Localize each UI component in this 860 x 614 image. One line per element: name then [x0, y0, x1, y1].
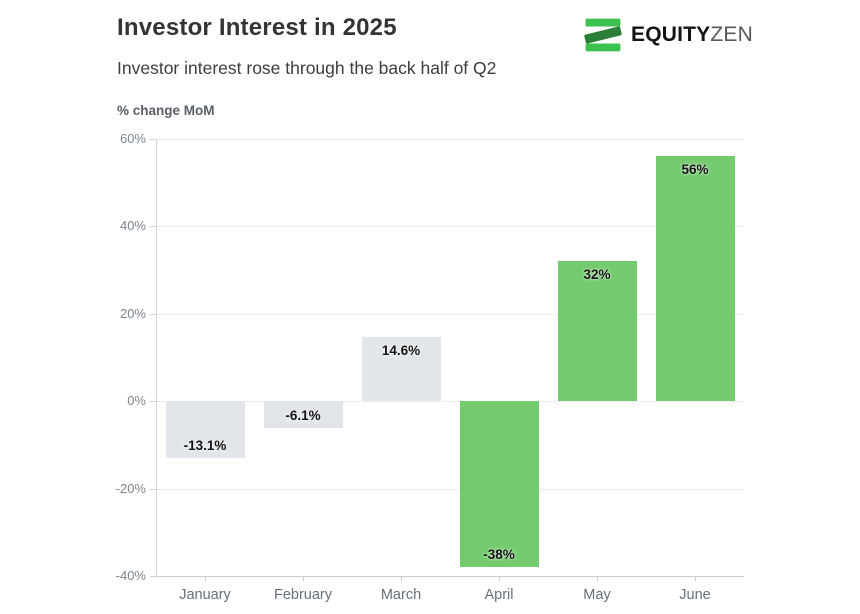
x-tick-label: January: [179, 587, 231, 603]
logo-text-zen: ZEN: [710, 23, 753, 46]
y-tick-label: 60%: [119, 131, 146, 146]
y-tick: [150, 401, 156, 403]
logo-text-equity: EQUITY: [631, 23, 711, 46]
y-tick-label: 40%: [119, 218, 146, 234]
x-tick-label: February: [273, 587, 333, 603]
x-tick: [499, 576, 500, 581]
bar-value-label: 14.6%: [381, 343, 421, 359]
x-tick-label: March: [380, 587, 422, 603]
gridline: [156, 488, 744, 490]
y-tick: [150, 139, 156, 140]
bar-may: [557, 261, 637, 402]
equityzen-logo-icon: [584, 16, 622, 54]
x-tick: [695, 576, 696, 581]
bar-june: [655, 156, 735, 402]
bar-value-label: -38%: [483, 547, 515, 563]
bar-value-label: 32%: [583, 267, 611, 283]
gridline: [156, 401, 744, 403]
page-subtitle: Investor interest rose through the back …: [117, 58, 497, 78]
bar-january: [165, 401, 245, 459]
x-tick: [597, 576, 598, 581]
logo-text: EQUITYZEN: [631, 23, 753, 47]
x-axis-line: [156, 576, 744, 577]
gridline: [156, 226, 744, 228]
y-tick-label: -40%: [115, 568, 146, 583]
x-tick-label: April: [484, 587, 514, 603]
y-tick-label: -20%: [115, 480, 146, 496]
bar-march: [361, 337, 441, 402]
y-tick: [150, 313, 156, 315]
x-tick: [205, 576, 206, 581]
bar-february: [263, 401, 343, 428]
equityzen-logo: EQUITYZEN: [584, 16, 753, 54]
gridline: [156, 139, 744, 140]
y-tick: [150, 226, 156, 228]
y-tick: [150, 576, 156, 577]
bar-april: [459, 401, 539, 568]
gridline: [156, 313, 744, 315]
bar-value-label: -13.1%: [183, 438, 227, 454]
x-tick-label: June: [679, 587, 711, 603]
y-axis-title: % change MoM: [117, 103, 215, 118]
y-tick: [150, 488, 156, 490]
bar-value-label: 56%: [681, 162, 709, 178]
y-tick-label: 20%: [119, 305, 146, 321]
bar-value-label: -6.1%: [285, 407, 321, 423]
x-tick: [303, 576, 304, 581]
x-tick: [401, 576, 402, 581]
x-tick-label: May: [583, 587, 611, 603]
y-axis-line: [156, 139, 157, 576]
page-title: Investor Interest in 2025: [117, 14, 397, 41]
y-tick-label: 0%: [127, 393, 146, 409]
